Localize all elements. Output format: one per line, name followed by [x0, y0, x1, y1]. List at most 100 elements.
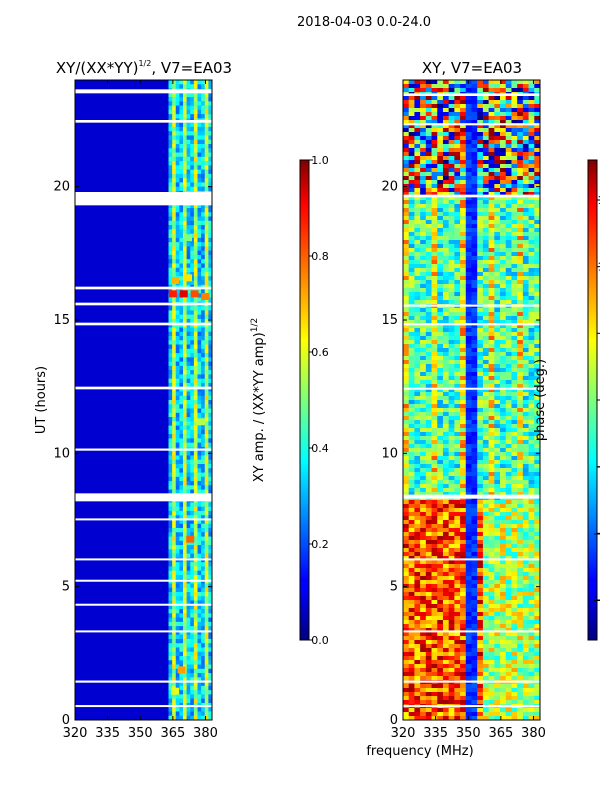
heatmap-cell [179, 395, 184, 401]
heatmap-cell [183, 455, 187, 461]
heatmap-cell [437, 172, 444, 177]
heatmap-cell [505, 260, 512, 265]
heatmap-cell [425, 84, 432, 89]
heatmap-cell [193, 510, 198, 516]
heatmap-cell [204, 276, 209, 281]
heatmap-cell [494, 244, 501, 249]
heatmap-cell [208, 408, 213, 414]
heatmap-cell [488, 300, 495, 305]
heatmap-cell [471, 332, 478, 337]
heatmap-cell [172, 515, 177, 520]
heatmap-cell [522, 244, 529, 249]
heatmap-cell [431, 452, 438, 457]
heatmap-cell [517, 200, 524, 205]
heatmap-cell [420, 472, 427, 477]
heatmap-cell [420, 468, 427, 473]
heatmap-cell [454, 424, 461, 429]
heatmap-cell [528, 372, 535, 377]
heatmap-cell [471, 204, 478, 209]
heatmap-cell [414, 272, 421, 277]
heatmap-cell [183, 694, 187, 699]
heatmap-cell [201, 216, 206, 222]
heatmap-cell [534, 296, 541, 301]
heatmap-cell [197, 131, 202, 136]
heatmap-cell [179, 161, 184, 166]
heatmap-cell [414, 328, 421, 333]
heatmap-cell [172, 139, 177, 145]
heatmap-cell [208, 489, 213, 495]
heatmap-cell [175, 502, 180, 507]
heatmap-cell [448, 240, 455, 245]
heatmap-cell [477, 380, 484, 385]
heatmap-cell [431, 284, 438, 289]
heatmap-cell [204, 318, 209, 324]
heatmap-cell [425, 392, 432, 397]
heatmap-cell [168, 510, 173, 516]
heatmap-cell [528, 356, 535, 361]
heatmap-cell [408, 172, 415, 177]
heatmap-cell [522, 564, 529, 569]
heatmap-cell [172, 263, 177, 269]
heatmap-cell [511, 376, 518, 381]
heatmap-cell [420, 268, 427, 273]
heatmap-cell [168, 634, 173, 640]
heatmap-cell [179, 681, 184, 687]
heatmap-cell [408, 384, 415, 389]
heatmap-cell [431, 336, 438, 341]
heatmap-cell [442, 308, 449, 313]
heatmap-cell [488, 144, 495, 149]
heatmap-cell [408, 288, 415, 293]
heatmap-cell [517, 356, 524, 361]
colorbar-tick-label: 0.4 [311, 442, 329, 455]
heatmap-cell [420, 116, 427, 121]
heatmap-cell [488, 204, 495, 209]
heatmap-cell [204, 442, 209, 448]
heatmap-cell [179, 455, 184, 461]
heatmap-cell [505, 516, 512, 521]
heatmap-cell [454, 288, 461, 293]
heatmap-cell [190, 387, 195, 392]
heatmap-cell [471, 348, 478, 353]
heatmap-cell [201, 626, 206, 631]
heatmap-cell [511, 176, 518, 181]
heatmap-cell [522, 592, 529, 597]
heatmap-cell [488, 500, 495, 505]
heatmap-cell [460, 176, 467, 181]
heatmap-cell [528, 484, 535, 489]
heatmap-cell [425, 516, 432, 521]
heatmap-cell [442, 80, 449, 85]
heatmap-cell [488, 180, 495, 185]
heatmap-cell [437, 524, 444, 529]
heatmap-cell [465, 168, 472, 173]
heatmap-cell [204, 336, 209, 341]
heatmap-cell [482, 120, 489, 125]
heatmap-cell [186, 421, 191, 426]
heatmap-cell [488, 332, 495, 337]
heatmap-cell [534, 536, 541, 541]
heatmap-cell [204, 259, 209, 264]
heatmap-cell [197, 404, 202, 409]
heatmap-cell [482, 252, 489, 257]
heatmap-cell [403, 88, 410, 93]
heatmap-cell [494, 300, 501, 305]
heatmap-cell [528, 476, 535, 481]
heatmap-cell [500, 188, 507, 193]
heatmap-cell [522, 408, 529, 413]
heatmap-cell [186, 638, 191, 644]
heatmap-cell [454, 448, 461, 453]
heatmap-cell [448, 532, 455, 537]
heatmap-cell [425, 196, 432, 201]
heatmap-cell [534, 360, 541, 365]
heatmap-cell [183, 630, 187, 635]
heatmap-cell [431, 568, 438, 573]
heatmap-cell [408, 576, 415, 581]
heatmap-cell [494, 372, 501, 377]
heatmap-cell [471, 484, 478, 489]
heatmap-cell [408, 468, 415, 473]
heatmap-cell [168, 626, 173, 631]
heatmap-cell [183, 464, 187, 469]
heatmap-cell [494, 312, 501, 317]
heatmap-cell [505, 300, 512, 305]
heatmap-cell [190, 105, 195, 111]
heatmap-cell [460, 348, 467, 353]
